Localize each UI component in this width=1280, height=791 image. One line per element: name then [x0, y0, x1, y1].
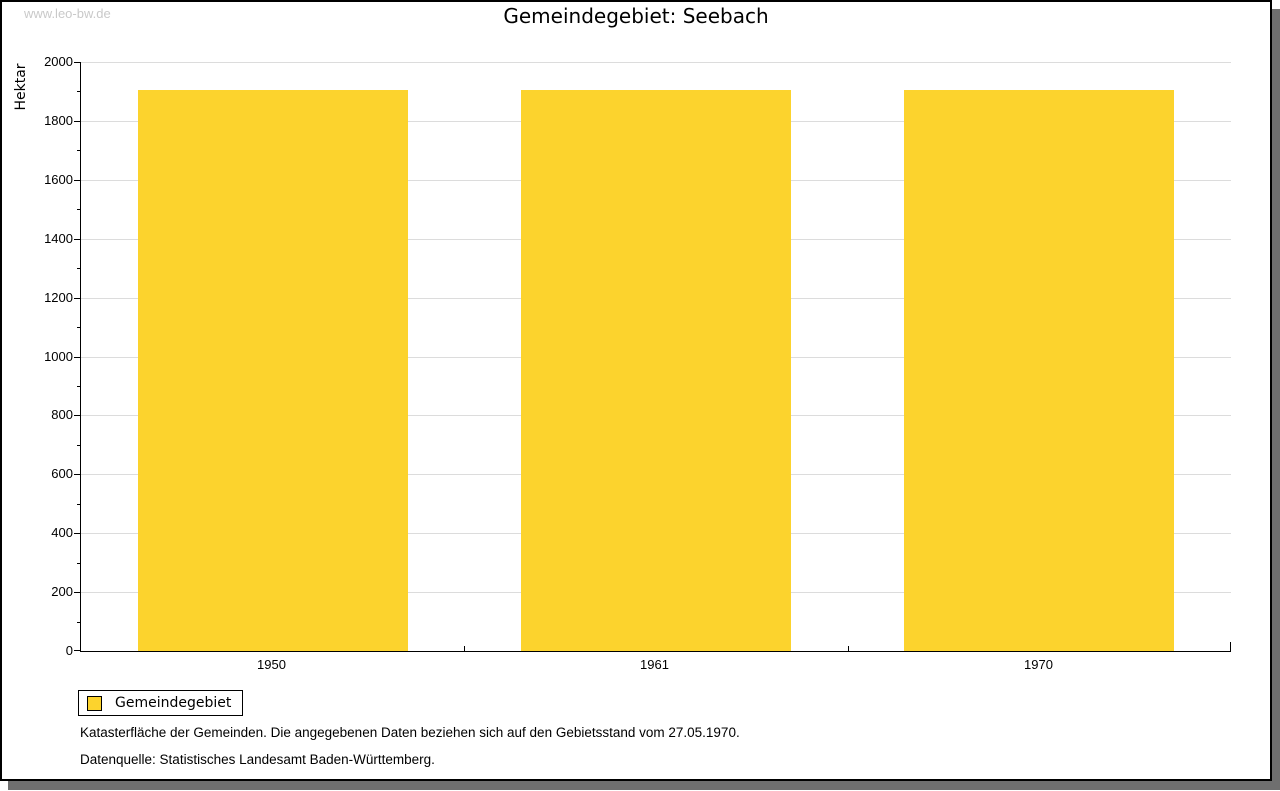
- y-major-tick: [74, 650, 81, 651]
- plot-area: [74, 62, 1231, 652]
- y-tick-label: 2000: [44, 54, 73, 69]
- y-major-tick: [74, 357, 81, 358]
- y-tick-label: 200: [51, 584, 73, 599]
- y-tick-label: 400: [51, 525, 73, 540]
- y-major-tick: [74, 62, 81, 63]
- y-minor-tick: [77, 209, 81, 210]
- y-minor-tick: [77, 563, 81, 564]
- legend-swatch-icon: [87, 695, 102, 711]
- footnote-source: Datenquelle: Statistisches Landesamt Bad…: [80, 752, 435, 767]
- bar: [521, 90, 791, 651]
- y-major-tick: [74, 474, 81, 475]
- y-tick-label: 1200: [44, 290, 73, 305]
- y-tick-label: 1400: [44, 231, 73, 246]
- y-tick-label: 1000: [44, 349, 73, 364]
- x-separator-tick: [464, 646, 465, 651]
- y-minor-tick: [77, 150, 81, 151]
- y-major-tick: [74, 415, 81, 416]
- y-major-tick: [74, 533, 81, 534]
- x-separator-tick: [848, 646, 849, 651]
- y-tick-label: 800: [51, 407, 73, 422]
- y-minor-tick: [77, 386, 81, 387]
- x-axis-end-tick: [1230, 642, 1231, 651]
- y-minor-tick: [77, 504, 81, 505]
- y-major-tick: [74, 298, 81, 299]
- y-tick-label: 1800: [44, 113, 73, 128]
- y-axis-title: Hektar: [13, 63, 29, 111]
- y-minor-tick: [77, 91, 81, 92]
- y-minor-tick: [77, 268, 81, 269]
- y-major-tick: [74, 121, 81, 122]
- y-minor-tick: [77, 445, 81, 446]
- y-major-tick: [74, 180, 81, 181]
- bar: [138, 90, 408, 651]
- footnote-description: Katasterfläche der Gemeinden. Die angege…: [80, 725, 740, 740]
- y-major-tick: [74, 239, 81, 240]
- bar: [904, 90, 1174, 651]
- legend-label: Gemeindegebiet: [115, 695, 232, 711]
- gridline: [81, 62, 1231, 63]
- x-axis-labels: 1950 1961 1970: [80, 657, 1230, 677]
- y-tick-label: 0: [65, 643, 73, 658]
- watermark: www.leo-bw.de: [24, 6, 111, 21]
- y-major-tick: [74, 592, 81, 593]
- y-minor-tick: [77, 327, 81, 328]
- x-tick-label: 1970: [1024, 657, 1053, 672]
- x-tick-label: 1961: [640, 657, 669, 672]
- y-tick-label: 600: [51, 466, 73, 481]
- legend: Gemeindegebiet: [78, 690, 244, 716]
- chart-title: Gemeindegebiet: Seebach: [503, 4, 769, 28]
- y-minor-tick: [77, 622, 81, 623]
- x-tick-label: 1950: [257, 657, 286, 672]
- y-tick-label: 1600: [44, 172, 73, 187]
